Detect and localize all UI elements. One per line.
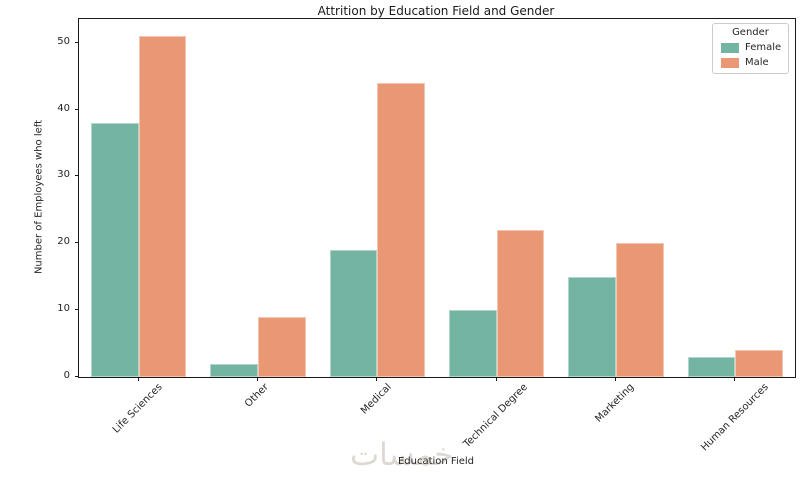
bar-male-medical bbox=[377, 82, 426, 377]
x-tick-mark bbox=[615, 377, 616, 381]
x-tick-label-life-sciences: Life Sciences bbox=[110, 381, 165, 436]
bar-female-life-sciences bbox=[90, 122, 139, 377]
y-tick-mark bbox=[74, 41, 78, 43]
plot-area bbox=[78, 18, 796, 378]
x-tick-label-medical: Medical bbox=[359, 381, 394, 417]
chart-title: Attrition by Education Field and Gender bbox=[317, 4, 555, 18]
watermark: خمسات bbox=[350, 437, 454, 473]
y-tick-label: 40 bbox=[57, 102, 70, 114]
male-color-swatch bbox=[721, 57, 739, 68]
y-tick-label: 20 bbox=[57, 236, 70, 248]
bar-male-life-sciences bbox=[138, 36, 187, 377]
bar-female-technical-degree bbox=[448, 310, 497, 377]
y-tick-label: 0 bbox=[63, 370, 70, 381]
x-tick-mark bbox=[734, 377, 736, 381]
y-tick-label: 50 bbox=[57, 35, 70, 47]
y-tick-mark bbox=[74, 376, 78, 377]
y-tick-mark bbox=[74, 175, 78, 177]
bar-female-other bbox=[210, 363, 258, 377]
bar-female-medical bbox=[329, 249, 378, 377]
x-tick-label-technical-degree: Technical Degree bbox=[461, 381, 530, 450]
legend-title: Gender bbox=[732, 27, 769, 38]
bar-male-human-resources bbox=[735, 350, 784, 377]
legend-label-female: Female bbox=[745, 42, 782, 53]
y-tick-mark bbox=[74, 242, 78, 244]
bar-female-human-resources bbox=[687, 356, 736, 377]
x-tick-label-other: Other bbox=[243, 381, 272, 410]
legend: Gender Female Male bbox=[712, 23, 789, 74]
legend-item-female: Female bbox=[719, 42, 782, 53]
x-tick-label-human-resources: Human Resources bbox=[698, 381, 771, 454]
x-tick-mark bbox=[495, 377, 497, 381]
bar-male-technical-degree bbox=[496, 229, 545, 377]
y-tick-label: 10 bbox=[57, 303, 70, 315]
y-tick-mark bbox=[74, 309, 78, 311]
legend-label-male: Male bbox=[745, 57, 769, 68]
y-tick-label: 30 bbox=[57, 169, 70, 181]
bar-female-marketing bbox=[568, 276, 616, 377]
x-tick-label-marketing: Marketing bbox=[593, 381, 637, 425]
x-tick-mark bbox=[257, 377, 258, 381]
x-tick-mark bbox=[137, 377, 139, 381]
bar-male-other bbox=[258, 316, 306, 377]
bar-male-marketing bbox=[616, 243, 664, 377]
female-color-swatch bbox=[721, 42, 739, 53]
x-axis-label: Education Field bbox=[397, 456, 475, 467]
x-tick-mark bbox=[376, 377, 378, 381]
y-tick-mark bbox=[74, 108, 78, 110]
y-axis-label: Number of Employees who left bbox=[33, 119, 45, 275]
legend-item-male: Male bbox=[719, 57, 782, 68]
